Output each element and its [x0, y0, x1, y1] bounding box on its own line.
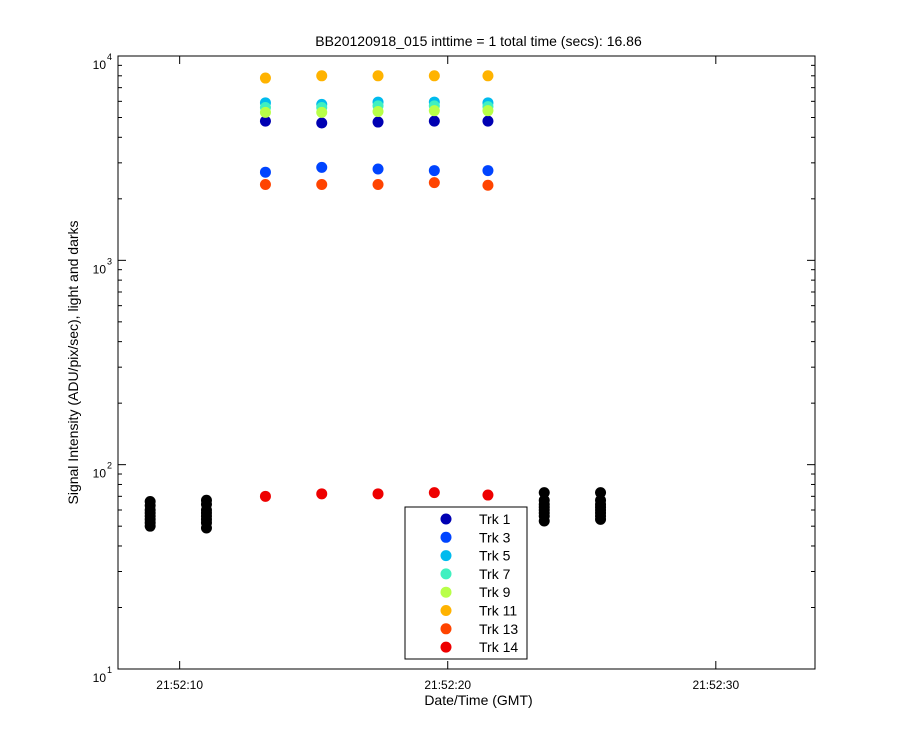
- data-point: [316, 117, 328, 129]
- data-point: [259, 490, 271, 502]
- data-point: [259, 115, 271, 127]
- data-point: [259, 179, 271, 191]
- data-point: [482, 70, 494, 82]
- x-tick-label: 21:52:20: [424, 678, 471, 692]
- data-point: [316, 488, 328, 500]
- data-point: [259, 106, 271, 118]
- legend-marker: [440, 550, 452, 562]
- legend-label: Trk 14: [479, 639, 518, 655]
- data-point: [372, 116, 384, 128]
- legend-marker: [440, 513, 452, 525]
- legend-label: Trk 5: [479, 548, 511, 564]
- legend-marker: [440, 531, 452, 543]
- y-tick-label: 10: [93, 58, 107, 72]
- y-tick-exponent: 2: [107, 461, 112, 471]
- data-point: [259, 166, 271, 178]
- y-tick-exponent: 4: [107, 52, 112, 62]
- dark-data-point: [538, 487, 550, 499]
- dark-data-point: [144, 496, 156, 508]
- y-tick-exponent: 1: [107, 665, 112, 675]
- data-point: [372, 70, 384, 82]
- data-point: [372, 106, 384, 118]
- x-tick-label: 21:52:30: [692, 678, 739, 692]
- legend-label: Trk 1: [479, 511, 511, 527]
- x-tick-label: 21:52:10: [156, 678, 203, 692]
- data-point: [482, 105, 494, 117]
- data-points: [144, 70, 607, 534]
- data-point: [428, 70, 440, 82]
- legend-marker: [440, 568, 452, 580]
- dark-data-point: [595, 487, 607, 499]
- y-axis-title: Signal Intensity (ADU/pix/sec), light an…: [65, 220, 81, 504]
- data-point: [372, 488, 384, 500]
- dark-data-point: [200, 494, 212, 506]
- data-point: [482, 489, 494, 501]
- chart-title: BB20120918_015 inttime = 1 total time (s…: [315, 33, 642, 49]
- data-point: [372, 163, 384, 175]
- data-point: [316, 161, 328, 173]
- legend-box: [404, 506, 528, 660]
- data-point: [428, 105, 440, 117]
- data-point: [428, 165, 440, 177]
- dark-data-point: [538, 494, 550, 506]
- data-point: [482, 115, 494, 127]
- data-point: [428, 177, 440, 189]
- data-point: [482, 165, 494, 177]
- data-point: [316, 106, 328, 118]
- x-axis-title: Date/Time (GMT): [424, 692, 532, 708]
- legend-label: Trk 11: [479, 603, 517, 619]
- dark-data-point: [595, 494, 607, 506]
- y-tick-label: 10: [93, 262, 107, 276]
- legend-marker: [440, 605, 452, 616]
- data-point: [428, 115, 440, 127]
- legend: Trk 1 Trk 3 Trk 5 Trk 7 Trk 9 Trk 11 Trk 13 Trk…: [404, 506, 528, 660]
- data-point: [259, 72, 271, 84]
- legend-marker: [440, 623, 452, 635]
- y-tick-label: 10: [93, 671, 107, 685]
- data-point: [316, 70, 328, 82]
- legend-label: Trk 7: [479, 566, 511, 582]
- data-point: [482, 179, 494, 191]
- legend-marker: [440, 641, 452, 653]
- legend-label: Trk 13: [479, 621, 518, 637]
- y-tick-exponent: 3: [107, 256, 112, 266]
- y-tick-label: 10: [93, 467, 107, 481]
- data-point: [316, 179, 328, 191]
- legend-marker: [440, 586, 452, 598]
- data-point: [428, 487, 440, 499]
- data-point: [372, 179, 384, 191]
- legend-label: Trk 9: [479, 584, 511, 600]
- legend-label: Trk 3: [479, 529, 511, 545]
